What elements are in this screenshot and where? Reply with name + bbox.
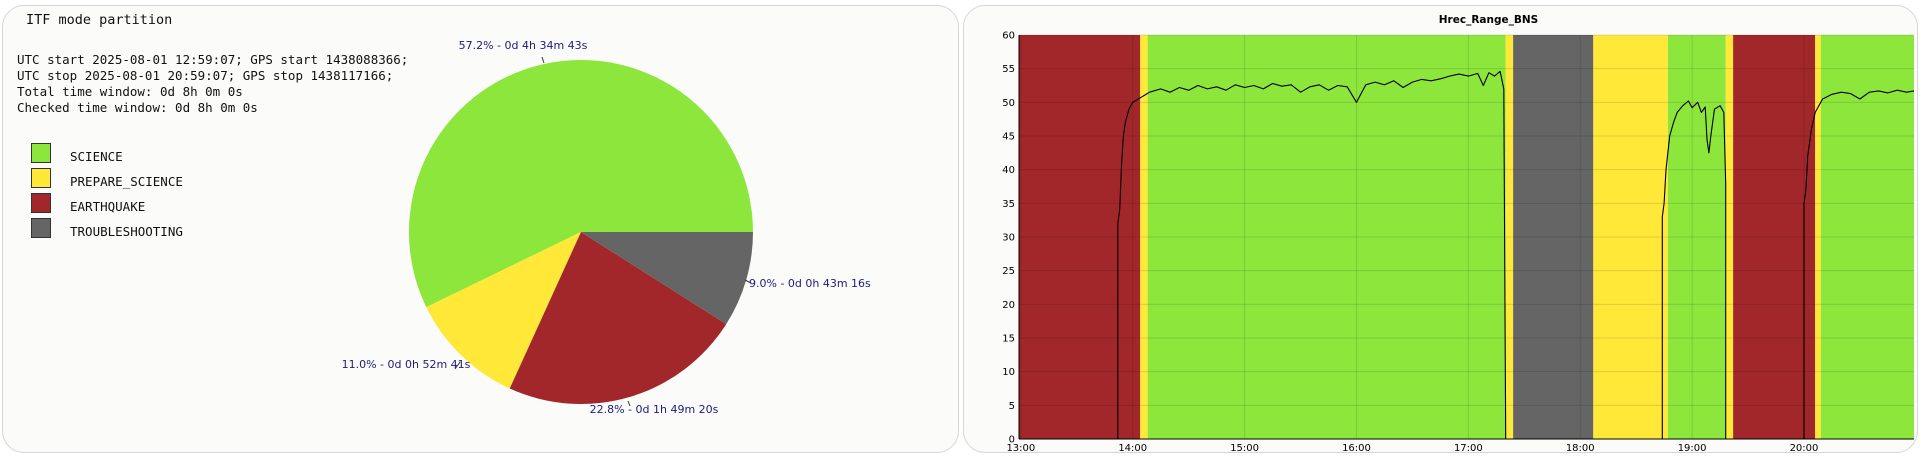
- y-tick-label: 5: [1009, 401, 1015, 412]
- y-tick-label: 40: [1002, 165, 1015, 176]
- x-tick-label: 20:00: [1790, 443, 1819, 453]
- pie-label-leader: [627, 400, 631, 407]
- mode-band-science: [1820, 35, 1914, 439]
- legend-label-troubleshooting: TROUBLESHOOTING: [70, 224, 183, 239]
- mode-band-prepare-science: [1593, 35, 1668, 439]
- x-tick-label: 14:00: [1118, 443, 1147, 453]
- mode-band-science: [1147, 35, 1506, 439]
- pie-slice-science: [408, 59, 753, 308]
- legend-swatch-troubleshooting: [31, 218, 51, 238]
- mode-band-science: [1667, 35, 1726, 439]
- y-tick-label: 30: [1002, 233, 1015, 244]
- mode-band-earthquake: [1733, 35, 1816, 439]
- y-tick-label: 55: [1002, 64, 1015, 75]
- mode-band-prepare-science: [1815, 35, 1821, 439]
- y-tick-label: 10: [1002, 367, 1015, 378]
- mode-band-prepare-science: [1140, 35, 1148, 439]
- pie-label-leader: [744, 279, 752, 284]
- legend-label-science: SCIENCE: [70, 149, 123, 164]
- y-tick-label: 0: [1009, 435, 1015, 446]
- pie-label-leader: [541, 56, 545, 64]
- x-tick-label: 15:00: [1230, 443, 1259, 453]
- total-time-line: Total time window: 0d 8h 0m 0s: [17, 84, 243, 99]
- pie-panel-title: ITF mode partition: [26, 12, 173, 28]
- legend-label-earthquake: EARTHQUAKE: [70, 199, 146, 214]
- checked-time-line: Checked time window: 0d 8h 0m 0s: [17, 100, 258, 115]
- x-tick-label: 18:00: [1566, 443, 1595, 453]
- mode-band-prepare-science: [1725, 35, 1734, 439]
- legend-label-prepare-science: PREPARE_SCIENCE: [70, 174, 183, 189]
- hrec-range-panel: Hrec_Range_BNS 0 5 10 15 20 25 30 35 40 45 50 55 60 13…: [963, 5, 1918, 453]
- hrec-range-chart: Hrec_Range_BNS 0 5 10 15 20 25 30 35 40 45 50 55 60 13…: [1002, 14, 1915, 453]
- y-tick-label: 25: [1002, 266, 1015, 277]
- y-tick-label: 15: [1002, 334, 1015, 345]
- x-tick-label: 16:00: [1342, 443, 1371, 453]
- pie-slice-earthquake: [509, 232, 727, 404]
- line-chart-title: Hrec_Range_BNS: [1439, 14, 1538, 26]
- pie-slice-troubleshooting: [581, 232, 753, 325]
- mode-band-prepare-science: [1505, 35, 1514, 439]
- y-tick-label: 50: [1002, 98, 1015, 109]
- utc-start-line: UTC start 2025-08-01 12:59:07; GPS start…: [17, 52, 409, 67]
- legend-swatch-prepare-science: [31, 168, 51, 188]
- pie-slice-label: 57.2% - 0d 4h 34m 43s: [459, 39, 588, 52]
- y-tick-label: 35: [1002, 199, 1015, 210]
- x-tick-label: 13:00: [1006, 443, 1035, 453]
- pie-label-leader: [454, 361, 461, 370]
- x-tick-label: 19:00: [1678, 443, 1707, 453]
- mode-pie-chart: 57.2% - 0d 4h 34m 43s 11.0% - 0d 0h 52m 4…: [342, 39, 871, 416]
- pie-slice-label: 22.8% - 0d 1h 49m 20s: [590, 403, 719, 416]
- legend-swatch-earthquake: [31, 193, 51, 213]
- mode-partition-panel: ITF mode partition UTC start 2025-08-01 …: [2, 5, 959, 453]
- y-tick-label: 20: [1002, 300, 1015, 311]
- y-tick-label: 60: [1002, 31, 1015, 42]
- y-tick-label: 45: [1002, 132, 1015, 143]
- utc-stop-line: UTC stop 2025-08-01 20:59:07; GPS stop 1…: [17, 68, 394, 83]
- pie-slice-prepare-science: [426, 232, 581, 389]
- legend-swatch-science: [31, 143, 51, 163]
- mode-band-troubleshooting: [1513, 35, 1594, 439]
- series-line: [1019, 70, 1915, 440]
- pie-slice-label: 9.0% - 0d 0h 43m 16s: [749, 277, 871, 290]
- x-tick-label: 17:00: [1454, 443, 1483, 453]
- pie-slice-label: 11.0% - 0d 0h 52m 41s: [342, 358, 471, 371]
- mode-band-earthquake: [1019, 35, 1141, 439]
